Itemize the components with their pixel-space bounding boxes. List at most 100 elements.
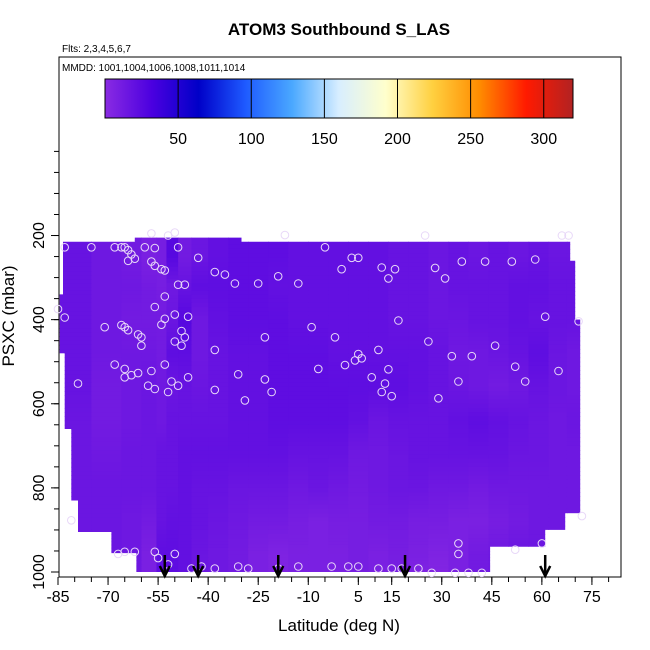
heatmap-cell — [91, 568, 122, 571]
heatmap-cell — [178, 550, 193, 555]
heatmap-cell — [548, 399, 568, 405]
heatmap-cell — [166, 437, 179, 443]
heatmap-cell — [191, 550, 209, 555]
heatmap-cell — [508, 378, 530, 384]
heatmap-cell — [121, 412, 143, 417]
sample-point — [113, 549, 123, 559]
heatmap-cell — [268, 496, 289, 502]
heatmap-cell — [91, 311, 122, 317]
heatmap-cell — [156, 445, 168, 451]
sample-point — [143, 381, 153, 391]
heatmap-cell — [348, 262, 369, 268]
heatmap-cell — [141, 525, 158, 531]
heatmap-cell — [328, 244, 349, 250]
heatmap-cell — [228, 475, 249, 481]
heatmap-cell — [368, 416, 389, 422]
heatmap-cell — [59, 287, 92, 292]
heatmap-cell — [178, 500, 193, 506]
heatmap-cell — [121, 237, 143, 241]
heatmap-cell — [388, 420, 409, 426]
heatmap-cell — [408, 287, 430, 292]
heatmap-cell — [408, 437, 430, 443]
heatmap-cell — [468, 374, 490, 380]
heatmap-cell — [448, 386, 470, 392]
heatmap-cell — [141, 529, 158, 535]
heatmap-cell — [328, 570, 349, 572]
heatmap-cell — [268, 336, 289, 342]
heatmap-cell — [468, 340, 490, 346]
heatmap-cell — [156, 560, 168, 565]
heatmap-cell — [348, 395, 369, 401]
heatmap-cell — [268, 541, 289, 546]
heatmap-cell — [191, 319, 209, 325]
heatmap-cell — [548, 496, 568, 502]
heatmap-cell — [388, 538, 409, 543]
heatmap-cell — [268, 513, 289, 518]
heatmap-cell — [528, 391, 550, 396]
heatmap-cell — [348, 450, 369, 455]
heatmap-cell — [208, 541, 229, 546]
heatmap-cell — [156, 311, 168, 317]
heatmap-cell — [468, 500, 490, 506]
sample-point — [294, 562, 303, 571]
heatmap-cell — [166, 403, 179, 409]
heatmap-cell — [528, 433, 550, 439]
heatmap-cell — [121, 311, 143, 317]
heatmap-cell — [328, 550, 349, 555]
heatmap-cell — [566, 570, 581, 572]
heatmap-cell — [348, 420, 369, 426]
heatmap-cell — [248, 487, 269, 493]
heatmap-cell — [566, 544, 581, 549]
heatmap-cell — [408, 340, 430, 346]
heatmap-cell — [248, 412, 269, 417]
heatmap-cell — [288, 541, 309, 546]
heatmap-cell — [248, 454, 269, 460]
heatmap-cell — [268, 315, 289, 321]
heatmap-cell — [228, 538, 249, 543]
heatmap-cell — [59, 407, 92, 413]
sample-point — [374, 564, 383, 573]
heatmap-cell — [91, 357, 122, 363]
heatmap-cell — [488, 336, 510, 342]
heatmap-cell — [121, 407, 143, 413]
heatmap-cell — [228, 458, 249, 464]
heatmap-cell — [528, 239, 550, 246]
heatmap-cell — [91, 566, 122, 569]
heatmap-cell — [488, 290, 510, 296]
heatmap-cell — [448, 266, 470, 272]
heatmap-cell — [91, 479, 122, 485]
heatmap-cell — [208, 429, 229, 434]
heatmap-cell — [91, 450, 122, 455]
heatmap-cell — [91, 416, 122, 422]
heatmap-cell — [308, 357, 329, 363]
heatmap-cell — [191, 344, 209, 350]
heatmap-cell — [408, 567, 430, 570]
heatmap-cell — [228, 462, 249, 468]
heatmap-cell — [59, 302, 92, 308]
heatmap-cell — [408, 441, 430, 447]
heatmap-cell — [348, 538, 369, 543]
heatmap-cell — [141, 567, 158, 570]
heatmap-cell — [428, 357, 450, 363]
heatmap-cell — [508, 500, 530, 506]
heatmap-cell — [368, 458, 389, 464]
heatmap-cell — [228, 336, 249, 342]
heatmap-cell — [228, 570, 249, 572]
heatmap-cell — [448, 370, 470, 375]
heatmap-cell — [228, 319, 249, 325]
heatmap-cell — [348, 496, 369, 502]
heatmap-cell — [141, 437, 158, 443]
heatmap-cell — [248, 496, 269, 502]
heatmap-cell — [528, 328, 550, 333]
heatmap-cell — [408, 283, 430, 288]
heatmap-cell — [388, 237, 409, 241]
sample-point — [180, 333, 190, 342]
heatmap-cell — [328, 560, 349, 565]
heatmap-cell — [408, 391, 430, 396]
heatmap-cell — [566, 541, 581, 546]
heatmap-cell — [468, 271, 490, 276]
heatmap-cell — [528, 445, 550, 451]
heatmap-cell — [156, 290, 168, 296]
heatmap-cell — [468, 429, 490, 434]
heatmap-cell — [141, 340, 158, 346]
